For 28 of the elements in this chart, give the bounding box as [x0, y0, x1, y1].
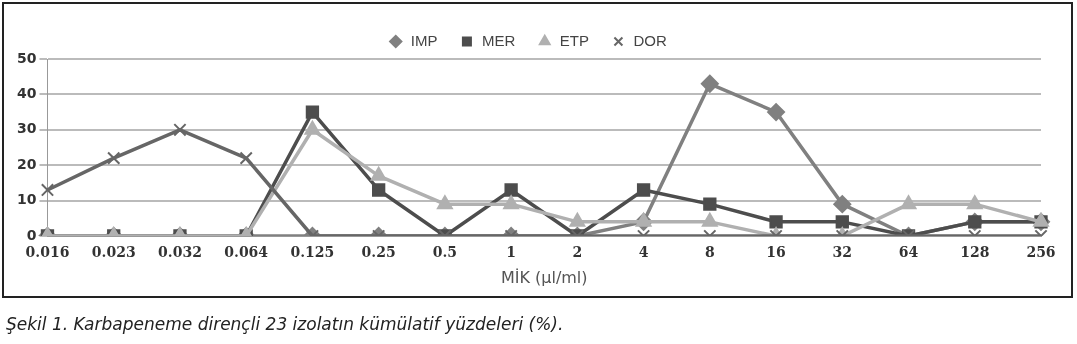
- x-tick-label: 0.016: [25, 244, 70, 261]
- y-tick-label: 30: [17, 120, 37, 137]
- y-tick-label: 0: [26, 226, 37, 243]
- legend-label: IMP: [410, 31, 438, 49]
- x-tick-label: 8: [704, 244, 715, 261]
- legend-label: ETP: [559, 31, 589, 49]
- x-tick-label: 1: [506, 244, 516, 261]
- x-tick-label: 128: [960, 244, 990, 261]
- x-tick-label: 0.125: [290, 244, 335, 261]
- x-tick-label: 4: [638, 244, 649, 261]
- x-tick-label: 16: [766, 244, 786, 261]
- y-tick-label: 40: [17, 85, 37, 102]
- x-tick-label: 0.032: [158, 244, 202, 261]
- x-tick-label: 0.5: [432, 244, 458, 261]
- x-tick-label: 0.064: [224, 244, 269, 261]
- x-tick-label: 0.023: [91, 244, 136, 261]
- x-tick-label: 0.25: [361, 244, 396, 261]
- legend-label: DOR: [633, 31, 667, 49]
- x-tick-label: 64: [898, 244, 919, 261]
- y-tick-label: 20: [17, 155, 37, 172]
- text: Şekil 1. Karbapeneme dirençli 23 izolatın kümülatif yüzdeleri (%).: [6, 314, 564, 334]
- legend-label: MER: [481, 31, 516, 49]
- y-tick-label: 50: [17, 49, 37, 66]
- y-tick-label: 10: [17, 191, 37, 208]
- x-axis-title: MİK (µl/ml): [500, 267, 588, 287]
- x-tick-label: 2: [572, 244, 583, 261]
- x-tick-label: 256: [1026, 244, 1056, 261]
- x-tick-label: 32: [832, 244, 853, 261]
